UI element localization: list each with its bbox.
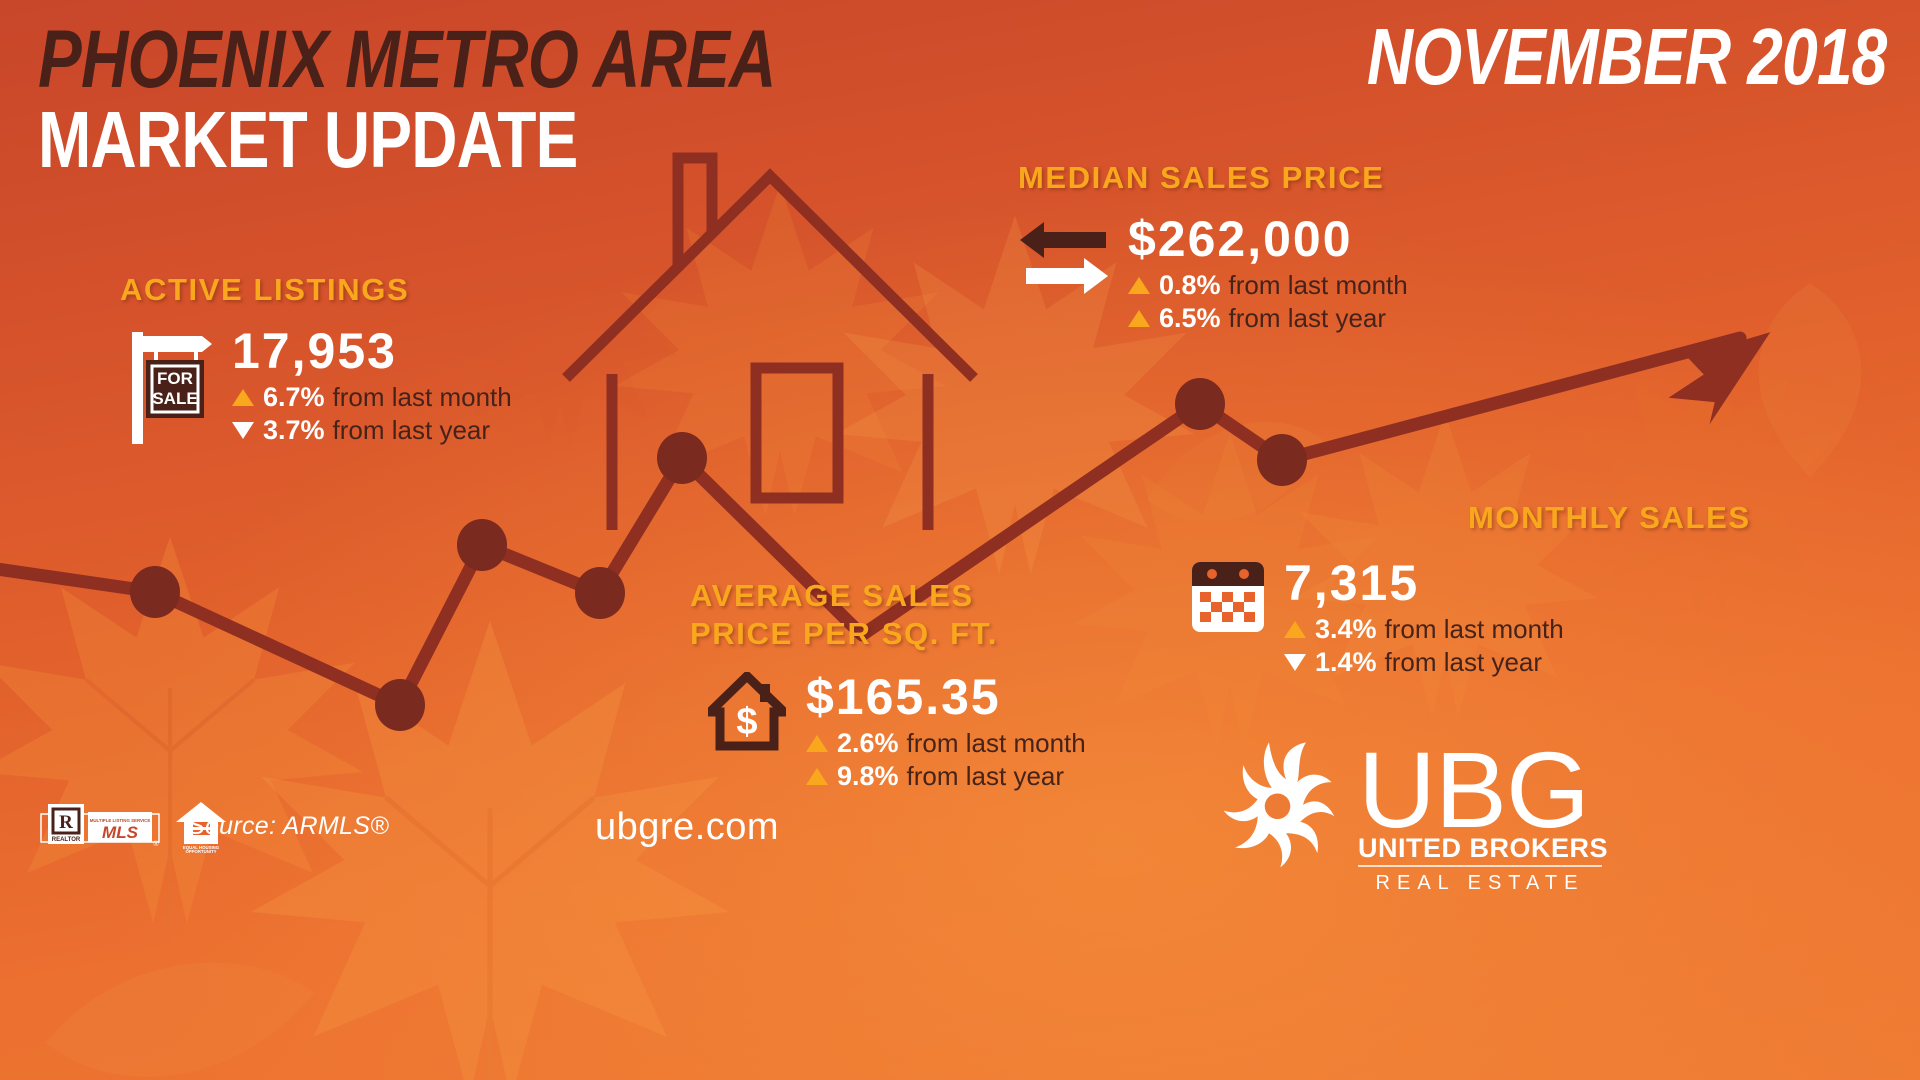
page-title: PHOENIX METRO AREA MARKET UPDATE (38, 14, 960, 185)
svg-text:MULTIPLE LISTING SERVICE: MULTIPLE LISTING SERVICE (90, 818, 151, 823)
source-attribution: Source: ARMLS® (188, 812, 389, 840)
triangle-up-icon (232, 388, 254, 406)
for-sale-sign-icon: FOR SALE (120, 322, 216, 452)
stat-title-active-listings: ACTIVE LISTINGS (120, 272, 410, 307)
stat-title-monthly-sales: MONTHLY SALES (1468, 500, 1751, 535)
stat-block-median-sales-price: MEDIAN SALES PRICE $262,000 0.8% from la… (1018, 160, 1408, 335)
delta-row-year: 3.7% from last year (232, 414, 512, 447)
date-label: NOVEMBER 2018 (1366, 12, 1886, 101)
delta-row-month: 2.6% from last month (806, 727, 1086, 760)
stat-block-active-listings: ACTIVE LISTINGS FOR SALE 17,953 (120, 272, 512, 452)
delta-label: from last year (1384, 646, 1543, 677)
delta-label: from last month (1228, 269, 1408, 300)
delta-pct: 0.8% (1159, 270, 1221, 300)
market-trend-line-chart (0, 331, 1771, 731)
svg-text:FOR: FOR (157, 369, 193, 388)
delta-row-year: 1.4% from last year (1284, 646, 1564, 679)
svg-text:MLS: MLS (102, 823, 139, 842)
delta-label: from last year (332, 414, 491, 445)
delta-pct: 6.7% (263, 382, 325, 412)
stat-value-average-price-per-sqft: $165.35 (806, 669, 1001, 725)
ubg-logo[interactable]: UBG UNITED BROKERS GROUP. REAL ESTATE (1190, 723, 1722, 903)
svg-text:REAL ESTATE: REAL ESTATE (1376, 872, 1585, 894)
delta-row-year: 9.8% from last year (806, 760, 1086, 793)
website-url[interactable]: ubgre.com (595, 806, 780, 848)
two-way-arrows-icon (1018, 214, 1110, 300)
title-line-1: PHOENIX METRO AREA (38, 14, 776, 105)
svg-text:$: $ (736, 701, 757, 743)
house-dollar-icon: $ (708, 672, 786, 752)
stat-value-monthly-sales: 7,315 (1284, 555, 1420, 611)
ubg-pinwheel-mark (1223, 742, 1335, 868)
delta-label: from last month (1384, 613, 1564, 644)
delta-label: from last year (906, 760, 1065, 791)
delta-row-month: 0.8% from last month (1128, 269, 1408, 302)
trend-line-path (0, 331, 1747, 712)
equal-housing-opportunity-icon: EQUAL HOUSING OPPORTUNITY (176, 802, 226, 854)
stat-value-active-listings: 17,953 (232, 323, 397, 379)
leaf-icon (45, 962, 315, 1077)
delta-pct: 1.4% (1315, 646, 1377, 677)
delta-row-month: 6.7% from last month (232, 381, 512, 414)
stat-block-average-price-per-sqft: AVERAGE SALES PRICE PER SQ. FT. $ $165.3… (690, 578, 1086, 793)
triangle-down-icon (232, 421, 254, 439)
triangle-up-icon (806, 734, 828, 752)
delta-pct: 2.6% (837, 728, 899, 758)
delta-row-year: 6.5% from last year (1128, 302, 1408, 335)
svg-text:SALE: SALE (152, 389, 197, 408)
footer-logos: R REALTOR MULTIPLE LISTING SERVICE MLS ®… (40, 798, 228, 854)
delta-pct: 3.4% (1315, 614, 1377, 644)
stat-title-average-price-per-sqft: AVERAGE SALES (690, 578, 974, 613)
realtor-mls-logo: R REALTOR MULTIPLE LISTING SERVICE MLS ® (40, 804, 160, 848)
delta-label: from last month (332, 381, 512, 412)
delta-pct: 3.7% (263, 414, 325, 445)
svg-text:UNITED BROKERS GROUP.: UNITED BROKERS GROUP. (1358, 833, 1610, 863)
triangle-up-icon (806, 767, 828, 785)
triangle-up-icon (1128, 309, 1150, 327)
delta-pct: 6.5% (1159, 302, 1221, 333)
stat-value-median-sales-price: $262,000 (1128, 211, 1353, 267)
trend-arrow-head-icon (1668, 332, 1771, 425)
delta-row-month: 3.4% from last month (1284, 613, 1564, 646)
svg-text:OPPORTUNITY: OPPORTUNITY (185, 849, 216, 854)
triangle-up-icon (1284, 620, 1306, 638)
calendar-icon (1190, 558, 1266, 634)
delta-label: from last month (906, 727, 1086, 758)
triangle-up-icon (1128, 276, 1150, 294)
stat-title-average-price-per-sqft-line2: PRICE PER SQ. FT. (690, 616, 998, 651)
title-line-2: MARKET UPDATE (38, 95, 578, 185)
delta-pct: 9.8% (837, 760, 899, 791)
report-date: NOVEMBER 2018 (1237, 12, 1886, 101)
stat-block-monthly-sales: MONTHLY SALES 7,315 (1190, 500, 1751, 679)
triangle-down-icon (1284, 653, 1306, 671)
house-outline-graphic (562, 152, 978, 530)
svg-text:R: R (59, 812, 73, 833)
svg-text:UBG: UBG (1358, 729, 1589, 850)
stat-title-median-sales-price: MEDIAN SALES PRICE (1018, 160, 1385, 195)
svg-text:REALTOR: REALTOR (52, 837, 81, 843)
delta-label: from last year (1228, 302, 1387, 333)
trend-data-markers (130, 378, 1307, 731)
svg-text:EQUAL HOUSING: EQUAL HOUSING (183, 845, 220, 850)
svg-text:®: ® (153, 840, 159, 848)
